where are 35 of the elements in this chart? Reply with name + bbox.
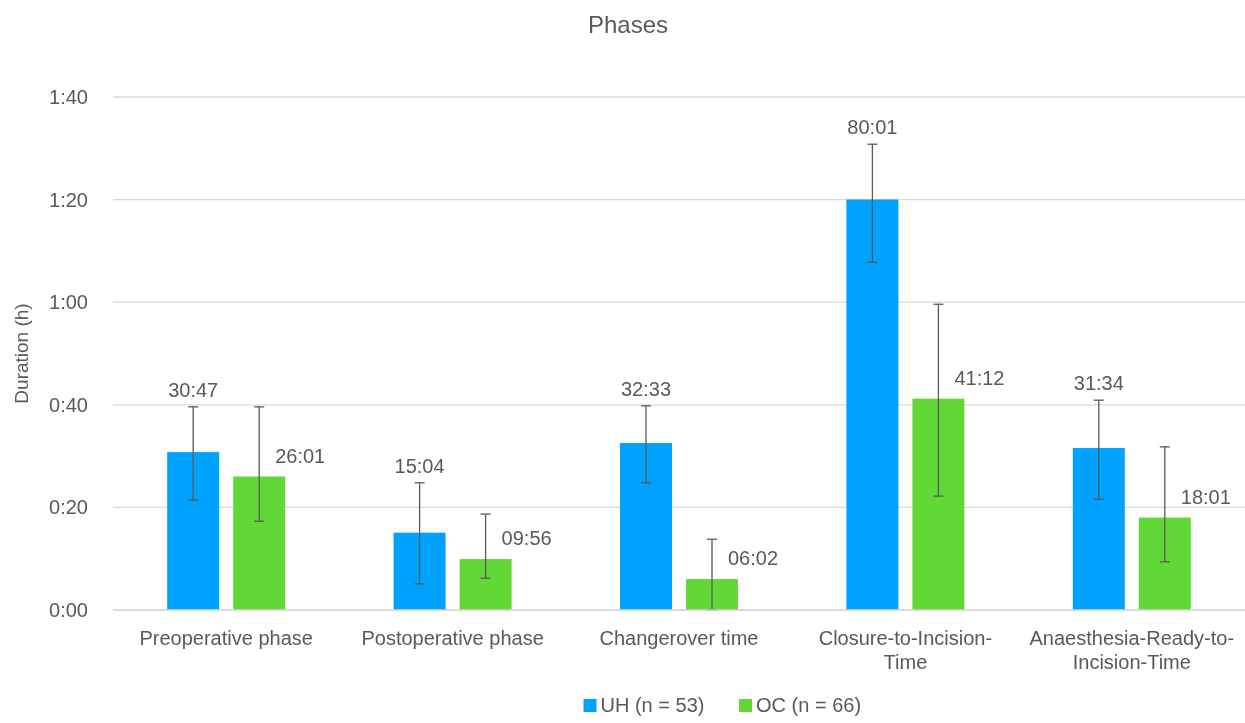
x-tick-label: Anaesthesia-Ready-to-Incision-Time bbox=[1029, 627, 1235, 673]
bar bbox=[1072, 448, 1125, 610]
y-tick-label: 1:00 bbox=[49, 291, 88, 314]
chart-title: Phases bbox=[587, 11, 669, 38]
bar bbox=[686, 579, 738, 610]
data-label: 18:01 bbox=[1180, 485, 1231, 508]
data-label: 15:04 bbox=[394, 454, 445, 477]
bar bbox=[620, 443, 672, 610]
y-tick-label: 0:20 bbox=[49, 496, 88, 519]
data-label: 80:01 bbox=[847, 116, 898, 139]
y-tick-label: 0:40 bbox=[49, 393, 88, 416]
bar bbox=[459, 559, 512, 610]
x-tick-label: Closure-to-Incision-Time bbox=[818, 627, 993, 673]
y-axis-title: Duration (h) bbox=[11, 303, 32, 404]
data-label: 41:12 bbox=[954, 366, 1005, 389]
x-tick-label: Changerover time bbox=[599, 627, 759, 649]
legend-label: OC (n = 66) bbox=[756, 694, 862, 716]
data-label: 31:34 bbox=[1073, 372, 1124, 395]
y-tick-label: 1:20 bbox=[49, 188, 88, 211]
x-tick-label: Postoperative phase bbox=[361, 627, 544, 649]
bar bbox=[393, 532, 446, 610]
data-label: 26:01 bbox=[275, 444, 326, 467]
x-tick-label: Preoperative phase bbox=[139, 627, 313, 649]
data-label: 06:02 bbox=[728, 547, 779, 570]
y-tick-label: 0:00 bbox=[49, 599, 88, 621]
bar bbox=[1138, 517, 1191, 610]
bar bbox=[233, 476, 286, 610]
data-label: 30:47 bbox=[168, 378, 219, 401]
data-label: 32:33 bbox=[620, 377, 672, 400]
bar bbox=[846, 199, 899, 610]
bar bbox=[167, 452, 220, 610]
legend-label: UH (n = 53) bbox=[600, 694, 705, 716]
bar bbox=[912, 398, 965, 610]
data-label: 09:56 bbox=[501, 527, 552, 550]
y-tick-label: 1:40 bbox=[49, 86, 88, 108]
